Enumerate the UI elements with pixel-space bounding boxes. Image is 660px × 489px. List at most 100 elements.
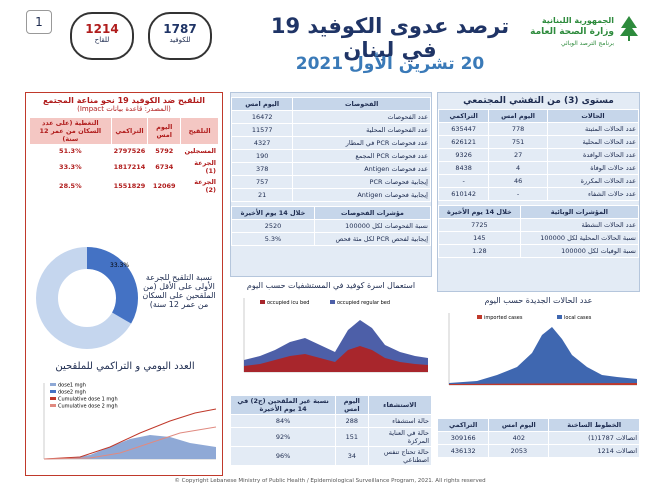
table: الاستشفاء اليوم امس نسبة غير الملقحين (ج2)… [229, 395, 433, 466]
cell: نسبة الوفيات لكل 100000 [519, 244, 640, 258]
header-cell: اليوم امس [488, 109, 548, 123]
donut: 33.3% [36, 247, 138, 349]
cases-table-wrap: الحالات اليوم امس التراكمي عدد الحالات المث… [437, 109, 640, 201]
hotline-label: للكوفيد [169, 36, 191, 44]
table: مؤشرات الفحوصات خلال 14 يوم الأخيرة نسبة ا… [231, 206, 432, 246]
hospital-table-wrap: الاستشفاء اليوم امس نسبة غير الملقحين (ج2)… [229, 395, 433, 466]
row: إيجابية فحوصات PCR 757 [230, 175, 431, 189]
cell: 8438 [437, 161, 490, 175]
legend-swatch [260, 300, 265, 304]
cell: حالة استشفاء [367, 414, 433, 428]
table: الحالات اليوم امس التراكمي عدد الحالات المث… [437, 109, 640, 201]
footer: © Copyright Lebanese Ministry of Public … [174, 478, 486, 484]
cell: المسجلين [180, 144, 219, 158]
row: اتصالات 1214 2053 436132 [436, 444, 640, 458]
cell: 11577 [230, 123, 294, 137]
hotline: 1214 للقاح [70, 12, 134, 60]
cumulative-line [43, 426, 217, 460]
cell: 21 [230, 188, 294, 202]
row: عدد الحالات المكررة 46- [437, 174, 640, 188]
row: إيجابية لفحص PCR لكل مئة فحص 5.3% [231, 232, 432, 246]
legend-swatch [50, 404, 56, 407]
chart-area: imported cases local cases [448, 313, 637, 386]
cell: إيجابية فحوصات Antigen [292, 188, 431, 202]
cell: 2053 [488, 444, 550, 458]
cell: 46 [488, 174, 548, 188]
cell: 626121 [437, 135, 490, 149]
cell: حالة في العناية المركزة [367, 427, 433, 447]
cell: 190 [230, 149, 294, 163]
header-row: الفحوصات اليوم امس [230, 97, 431, 111]
header-cell: اليوم امس [230, 97, 294, 111]
row: عدد فحوصات Antigen 378 [230, 162, 431, 176]
legend-label: imported cases [484, 315, 523, 321]
row: المسجلين 5792 2797526 51.3% [29, 144, 219, 158]
cell: 92% [229, 427, 337, 447]
cell: عدد الفحوصات المحلية [292, 123, 431, 137]
cell: - [437, 174, 490, 188]
cell: الجرعة (2) [180, 176, 219, 196]
row: حالة تحتاج تنفس اصطناعي 34 96% [229, 446, 433, 466]
row: حالة في العناية المركزة 151 92% [229, 427, 433, 447]
cell: 2797526 [110, 144, 149, 158]
header-cell: اليوم امس [488, 418, 550, 432]
cell: 27 [488, 148, 548, 162]
cell: 7725 [438, 218, 521, 232]
tests-indicators-wrap: مؤشرات الفحوصات خلال 14 يوم الأخيرة نسبة ا… [231, 206, 432, 246]
vaccination-panel: التلقيح ضد الكوفيد 19 نحو مناعة المجتمع … [25, 92, 223, 476]
row: اتصالات 1787(1) 402 309166 [436, 431, 640, 445]
header-cell: خلال 14 يوم الأخيرة [438, 205, 521, 219]
cedar-logo [620, 16, 638, 41]
cell: عدد الحالات المثبتة [546, 122, 640, 136]
cell: 12069 [147, 176, 182, 196]
hotlines: 1787 للكوفيد 1214 للقاح [70, 12, 220, 72]
daily-area [44, 435, 216, 459]
cases-indicators-wrap: المؤشرات الوبائية خلال 14 يوم الأخيرة عدد … [438, 205, 640, 258]
header-cell: التراكمي [110, 117, 149, 145]
cell: 2520 [231, 219, 315, 233]
cell: 1551829 [110, 176, 149, 196]
cell: عدد حالات الوفاة [546, 161, 640, 175]
cell: 635447 [437, 122, 490, 136]
cell: 610142 [437, 187, 490, 201]
header-row: الخطوط الساخنة اليوم امس التراكمي [436, 418, 640, 432]
cell: اتصالات 1214 [548, 444, 640, 458]
header-cell: الخطوط الساخنة [548, 418, 640, 432]
chart-title: العدد اليومي و التراكمي للملقحين [55, 361, 195, 372]
cell: 402 [488, 431, 550, 445]
header-row: التلقيح اليوم امس التراكمي التغطية (على عدد… [29, 117, 219, 145]
header-row: الاستشفاء اليوم امس نسبة غير الملقحين (ج2)… [229, 395, 433, 415]
chart-title: عدد الحالات الجديدة حسب اليوم [484, 296, 593, 305]
cell: عدد الحالات النشطة [519, 218, 640, 232]
row: عدد فحوصات PCR في المطار 4327 [230, 136, 431, 150]
local-cases-area [449, 327, 637, 385]
title: ترصد عدوى الكوفيد 19 في لبنان [270, 14, 510, 62]
table: المؤشرات الوبائية خلال 14 يوم الأخيرة عدد … [438, 205, 640, 258]
row: الجرعة (1) 6734 1817214 33.3% [29, 157, 219, 177]
legend-label: dose1 mgh [58, 383, 86, 389]
row: عدد فحوصات PCR المجمع 190 [230, 149, 431, 163]
cumulative-line [43, 408, 217, 460]
cell: 778 [488, 122, 548, 136]
cell: عدد فحوصات PCR المجمع [292, 149, 431, 163]
header-cell: اليوم امس [147, 117, 182, 145]
donut-caption: نسبة التلقيح للجرعة الأولى على الأقل (من… [142, 273, 216, 309]
legend-swatch [50, 383, 56, 386]
hotline-number: 1214 [85, 22, 119, 36]
row: نسبة الحالات المحلية لكل 100000 145 [438, 231, 640, 245]
legend-swatch [50, 397, 56, 400]
header-row: المؤشرات الوبائية خلال 14 يوم الأخيرة [438, 205, 640, 219]
tests-panel: الفحوصات اليوم امس عدد الفحوصات 16472 عدد ال… [230, 92, 432, 277]
row: عدد حالات الوفاة 4 8438 [437, 161, 640, 175]
cell: عدد الحالات الوافدة [546, 148, 640, 162]
header-cell: التراكمي [437, 109, 490, 123]
cell: 96% [229, 446, 337, 466]
page-number: 1 [26, 10, 52, 34]
cases-panel: مستوى (3) من التفشي المجتمعي الحالات اليو… [437, 92, 640, 292]
table: الفحوصات اليوم امس عدد الفحوصات 16472 عدد ال… [230, 97, 431, 202]
cell: - [488, 187, 548, 201]
cell: الجرعة (1) [180, 157, 219, 177]
cell: 84% [229, 414, 337, 428]
